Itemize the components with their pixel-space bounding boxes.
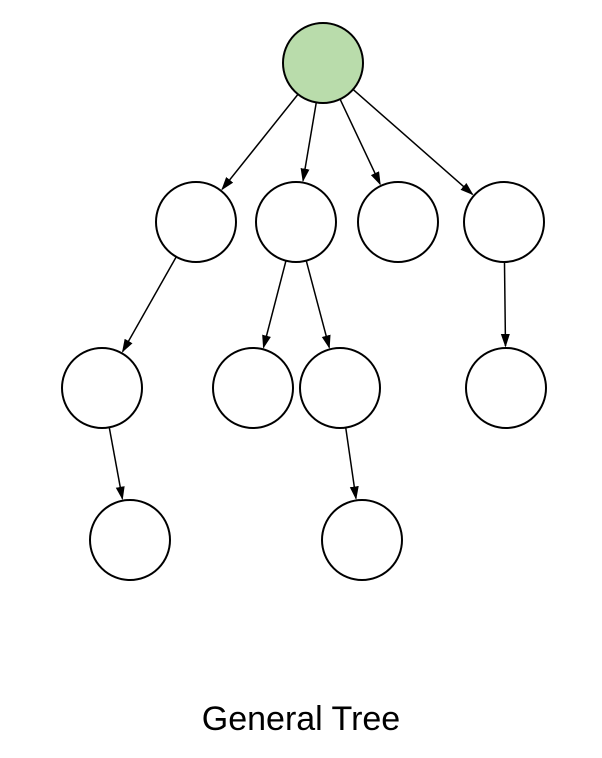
tree-node [256,182,336,262]
tree-node [466,348,546,428]
tree-node-root [283,23,363,103]
edge [504,262,505,346]
edge [346,428,356,499]
edge [353,89,472,194]
tree-node [90,500,170,580]
edge [109,427,122,498]
nodes [62,23,546,580]
edges [109,89,505,498]
tree-node [300,348,380,428]
tree-node [62,348,142,428]
edge [340,99,380,184]
edge [222,94,298,189]
tree-node [322,500,402,580]
edge [264,261,286,348]
edge [303,102,316,180]
tree-node [358,182,438,262]
tree-node [156,182,236,262]
tree-node [213,348,293,428]
diagram-caption: General Tree [0,700,602,739]
tree-diagram [0,0,602,758]
edge [123,257,177,352]
tree-node [464,182,544,262]
edge [306,261,329,348]
